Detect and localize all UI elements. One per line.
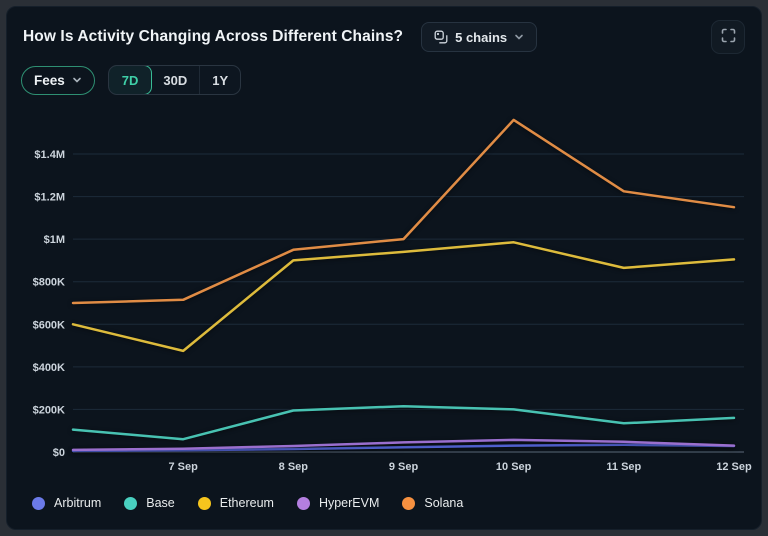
tab-30d[interactable]: 30D: [151, 66, 199, 94]
chains-overlapping-squares-icon: [434, 30, 448, 44]
x-axis-tick-label: 11 Sep: [606, 461, 641, 473]
x-axis-tick-label: 9 Sep: [389, 461, 419, 473]
header: How Is Activity Changing Across Differen…: [7, 7, 761, 54]
page-title: How Is Activity Changing Across Differen…: [23, 28, 404, 45]
x-axis-tick-label: 7 Sep: [168, 461, 198, 473]
legend-dot-icon: [32, 496, 45, 510]
legend-label: Ethereum: [219, 496, 274, 510]
series-line-base: [71, 404, 736, 441]
y-axis-tick-label: $800K: [33, 277, 65, 289]
legend-dot-icon: [296, 496, 310, 510]
tab-1y[interactable]: 1Y: [199, 66, 240, 94]
legend-item-arbitrum[interactable]: Arbitrum: [32, 496, 101, 510]
x-axis-tick-label: 8 Sep: [279, 461, 309, 473]
y-axis-tick-label: $400K: [33, 362, 65, 374]
legend-dot-icon: [402, 496, 416, 510]
chevron-down-icon: [514, 32, 524, 42]
y-axis-tick-label: $1.2M: [34, 192, 65, 204]
fullscreen-expand-icon: [721, 28, 736, 46]
chains-count-label: 5 chains: [455, 29, 508, 45]
legend-item-solana[interactable]: Solana: [402, 496, 463, 510]
controls-row: Fees 7D 30D 1Y: [21, 65, 745, 95]
y-axis-tick-label: $0: [53, 447, 65, 459]
legend-item-ethereum[interactable]: Ethereum: [197, 496, 274, 510]
time-range-tabs: 7D 30D 1Y: [107, 65, 242, 95]
y-axis-tick-label: $1M: [44, 234, 65, 246]
legend-label: Arbitrum: [54, 496, 102, 510]
series-line-hyperevm: [71, 438, 736, 452]
chart-canvas: $0 $200K $400K $600K $800K $1M $1.2M $1.4M 7 Sep…: [33, 118, 752, 473]
tab-7d[interactable]: 7D: [108, 66, 153, 94]
legend-label: HyperEVM: [318, 496, 380, 510]
chains-dropdown-button[interactable]: 5 chains: [421, 22, 538, 52]
legend-dot-icon: [124, 496, 138, 510]
chart-legend: Arbitrum Base Ethereum HyperEVM Solana: [7, 493, 761, 510]
legend-label: Solana: [424, 496, 464, 510]
series-line-ethereum: [71, 241, 736, 353]
line-chart: $0 $200K $400K $600K $800K $1M $1.2M $1.4M 7 Sep…: [7, 97, 761, 493]
y-axis-tick-label: $600K: [33, 319, 65, 331]
x-axis-tick-label: 12 Sep: [716, 461, 752, 473]
legend-item-base[interactable]: Base: [124, 496, 175, 510]
fullscreen-button[interactable]: [711, 20, 745, 54]
series-line-solana: [71, 118, 736, 305]
x-axis-tick-label: 10 Sep: [496, 461, 532, 473]
chevron-down-icon: [72, 73, 82, 88]
legend-dot-icon: [197, 496, 211, 510]
chart-card: How Is Activity Changing Across Differen…: [6, 6, 762, 530]
legend-item-hyperevm[interactable]: HyperEVM: [296, 496, 380, 510]
metric-dropdown-button[interactable]: Fees: [21, 65, 95, 95]
series-line-arbitrum: [71, 443, 736, 453]
y-axis-tick-label: $1.4M: [34, 149, 65, 161]
legend-label: Base: [146, 496, 175, 510]
metric-label: Fees: [34, 72, 65, 88]
y-axis-tick-label: $200K: [33, 404, 65, 416]
